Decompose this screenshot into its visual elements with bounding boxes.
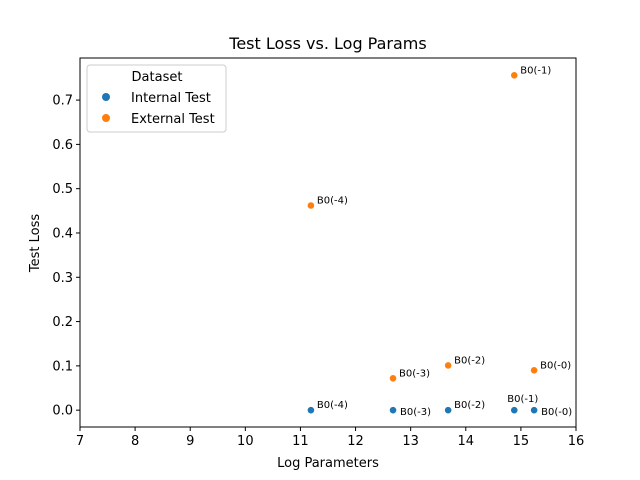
x-tick-label: 11 — [292, 434, 309, 449]
y-tick-label: 0.3 — [52, 271, 73, 286]
data-label: B0(-1) — [507, 394, 538, 405]
data-label: B0(-4) — [317, 400, 348, 411]
data-point — [510, 71, 519, 80]
x-tick-label: 15 — [513, 434, 530, 449]
data-point — [307, 406, 315, 415]
legend-marker — [102, 114, 110, 122]
data-label: B0(-3) — [400, 407, 431, 418]
data-label: B0(-2) — [454, 400, 485, 411]
x-axis: 7 8 9 10 11 12 13 14 15 16 — [76, 427, 584, 449]
y-tick-label: 0.5 — [52, 182, 73, 197]
y-tick-label: 0.4 — [52, 226, 73, 241]
data-point — [444, 406, 453, 415]
x-tick-label: 8 — [131, 434, 139, 449]
legend-title: Dataset — [132, 70, 183, 85]
legend-box — [86, 64, 227, 133]
data-point — [444, 361, 453, 370]
data-point — [389, 374, 397, 383]
y-tick-label: 0.2 — [52, 315, 73, 330]
data-label: B0(-4) — [317, 196, 348, 207]
data-point — [530, 366, 539, 375]
y-tick-label: 0.1 — [52, 359, 73, 374]
legend: Dataset Internal Test External Test — [86, 64, 227, 133]
data-point — [307, 201, 315, 210]
legend-label: External Test — [131, 112, 215, 127]
x-tick-label: 13 — [402, 434, 419, 449]
y-axis: 0.0 0.1 0.2 0.3 0.4 0.5 0.6 0.7 — [52, 94, 80, 419]
data-label: B0(-0) — [541, 407, 572, 418]
y-axis-title: Test Loss — [28, 214, 43, 273]
data-label: B0(-3) — [399, 368, 430, 379]
x-tick-label: 10 — [237, 434, 254, 449]
x-tick-label: 9 — [186, 434, 194, 449]
y-tick-label: 0.7 — [52, 94, 73, 109]
data-point — [530, 406, 539, 415]
x-tick-label: 16 — [568, 434, 585, 449]
x-tick-label: 12 — [347, 434, 364, 449]
data-points: B0(-4)B0(-3)B0(-2)B0(-1)B0(-0)B0(-4)B0(-… — [307, 65, 572, 418]
plot-area — [79, 57, 577, 428]
y-tick-label: 0.0 — [52, 404, 73, 419]
x-tick-label: 14 — [458, 434, 475, 449]
legend-label: Internal Test — [131, 91, 211, 106]
data-label: B0(-2) — [454, 355, 485, 366]
data-label: B0(-1) — [520, 65, 551, 76]
data-point — [510, 406, 519, 415]
data-label: B0(-0) — [540, 360, 571, 371]
legend-marker — [102, 93, 110, 101]
chart-title: Test Loss vs. Log Params — [228, 34, 426, 53]
x-tick-label: 7 — [76, 434, 84, 449]
data-point — [389, 406, 397, 415]
x-axis-title: Log Parameters — [277, 456, 379, 471]
y-tick-label: 0.6 — [52, 138, 73, 153]
